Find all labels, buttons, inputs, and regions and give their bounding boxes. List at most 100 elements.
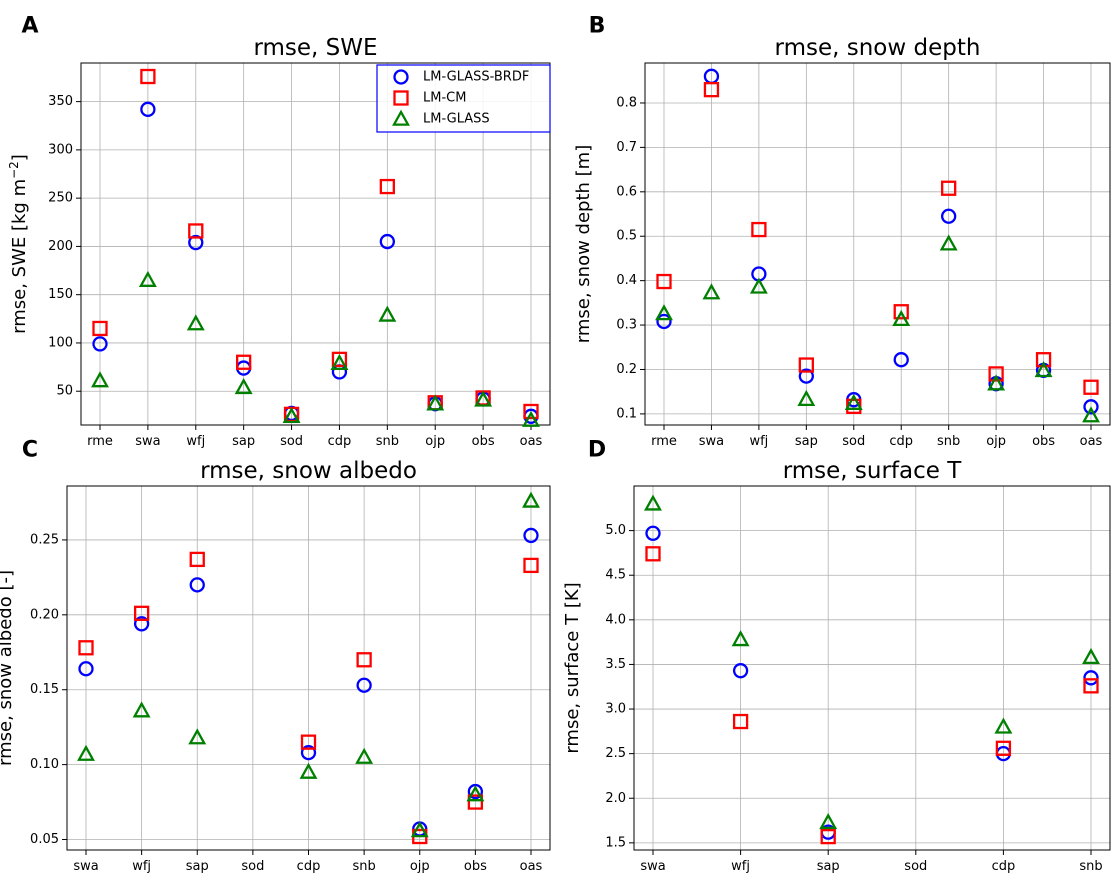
data-point-circle (1083, 670, 1099, 686)
x-tick-label: ojp (425, 434, 445, 449)
panel-letter: A (21, 14, 38, 39)
y-tick-label: 150 (48, 287, 73, 302)
data-point-circle (941, 208, 957, 224)
y-axis-label: rmse, SWE [kg m−2] (7, 154, 30, 334)
data-point-circle (656, 313, 672, 330)
x-tick-label: oas (1080, 434, 1103, 449)
data-point-triangle (797, 389, 816, 406)
x-tick-label: swa (135, 434, 160, 449)
y-tick-label: 0.2 (616, 362, 637, 377)
data-point-triangle (299, 762, 318, 779)
data-point-circle (732, 663, 749, 679)
data-point-square (188, 223, 204, 239)
x-tick-label: cdp (889, 434, 913, 449)
data-point-triangle (474, 390, 493, 407)
y-tick-label: 50 (56, 384, 73, 399)
chart-title: rmse, snow depth (775, 35, 981, 61)
plot-frame (633, 485, 1111, 851)
panel-letter: C (22, 438, 38, 463)
data-point-square (820, 828, 836, 845)
data-point-square (703, 82, 720, 98)
data-point-triangle (378, 305, 397, 322)
data-point-triangle (466, 785, 485, 802)
data-point-square (1083, 678, 1099, 694)
data-point-square (467, 794, 484, 810)
y-tick-label: 0.10 (30, 757, 59, 772)
data-point-triangle (522, 491, 540, 508)
legend: LM-GLASS-BRDF LM-CM LM-GLASS (376, 64, 551, 133)
data-point-circle (379, 233, 395, 250)
data-point-triangle (410, 821, 429, 838)
x-tick-label: cdp (992, 859, 1016, 874)
legend-marker-triangle (392, 109, 410, 126)
y-tick-label: 3.5 (605, 657, 626, 672)
y-tick-label: 350 (48, 94, 73, 109)
data-point-square (988, 366, 1004, 382)
x-tick-label: ojp (410, 859, 430, 874)
legend-label: LM-CM (423, 91, 466, 106)
data-point-square (732, 713, 749, 730)
series-lm-glass (91, 270, 540, 427)
y-axis-label: rmse, snow depth [m] (573, 145, 594, 343)
x-tick-label: cdp (297, 859, 321, 874)
data-point-triangle (1034, 360, 1053, 378)
data-point-circle (188, 234, 204, 251)
data-point-square (300, 734, 317, 750)
y-tick-label: 300 (48, 142, 73, 157)
legend-marker-circle (393, 69, 409, 85)
data-point-triangle (91, 371, 109, 388)
chart-title: rmse, snow albedo (200, 458, 417, 484)
y-axis-label: rmse, surface T [K] (562, 582, 583, 753)
x-tick-label: wfj (186, 434, 205, 449)
data-point-triangle (186, 314, 205, 331)
data-point-square (189, 551, 205, 568)
y-tick-label: 0.15 (30, 682, 59, 697)
data-point-circle (78, 661, 94, 677)
data-point-triangle (77, 744, 95, 761)
data-point-square (798, 357, 814, 373)
data-point-triangle (426, 394, 445, 411)
data-point-triangle (234, 377, 253, 395)
y-tick-label: 0.5 (616, 229, 637, 244)
data-point-triangle (994, 717, 1013, 734)
data-point-square (1035, 352, 1052, 368)
x-tick-label: sod (842, 434, 865, 449)
data-point-circle (189, 577, 205, 593)
x-tick-label: rme (87, 434, 113, 449)
data-point-circle (893, 352, 909, 368)
data-point-triangle (844, 393, 863, 410)
series-lm-glass (655, 234, 1100, 423)
y-tick-label: 0.05 (30, 832, 59, 847)
y-tick-label: 250 (48, 191, 73, 206)
x-tick-label: obs (464, 859, 487, 874)
x-tick-label: sod (241, 859, 264, 874)
data-point-square (523, 557, 539, 574)
data-point-square (78, 640, 94, 656)
x-tick-label: wfj (731, 859, 750, 874)
x-tick-label: snb (376, 434, 399, 449)
plot-frame (80, 62, 551, 426)
data-point-triangle (132, 701, 151, 718)
y-tick-label: 0.3 (616, 318, 637, 333)
data-point-triangle (1082, 406, 1100, 423)
x-tick-label: obs (1032, 434, 1055, 449)
chart-title: rmse, SWE (253, 35, 377, 61)
y-tick-label: 100 (48, 335, 73, 350)
data-point-triangle (702, 283, 721, 300)
data-point-circle (467, 783, 484, 800)
legend-label: LM-GLASS-BRDF (423, 70, 529, 85)
data-point-square (893, 304, 909, 320)
x-tick-label: ojp (986, 434, 1006, 449)
data-point-circle (645, 525, 661, 541)
data-point-square (523, 403, 539, 420)
x-tick-label: snb (937, 434, 960, 449)
data-point-triangle (522, 410, 540, 427)
data-point-square (656, 273, 672, 290)
series-lm-cm (645, 546, 1099, 845)
y-tick-label: 4.0 (605, 612, 626, 627)
y-tick-label: 4.5 (605, 568, 626, 583)
data-point-triangle (819, 812, 838, 830)
